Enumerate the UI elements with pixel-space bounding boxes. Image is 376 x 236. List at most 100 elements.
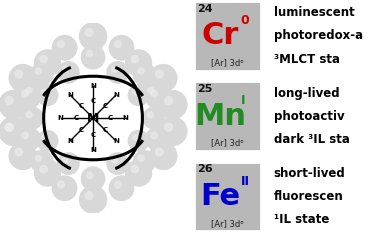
- Circle shape: [143, 107, 165, 129]
- Text: C: C: [103, 103, 108, 109]
- Circle shape: [130, 55, 139, 63]
- Circle shape: [125, 49, 152, 77]
- Circle shape: [145, 126, 170, 151]
- Text: Fe: Fe: [200, 182, 241, 211]
- Circle shape: [137, 67, 145, 75]
- Circle shape: [16, 85, 41, 110]
- Circle shape: [132, 134, 139, 141]
- Circle shape: [158, 117, 188, 146]
- Circle shape: [79, 185, 107, 214]
- Circle shape: [39, 55, 48, 63]
- Circle shape: [5, 123, 14, 132]
- Circle shape: [109, 35, 135, 61]
- Circle shape: [36, 130, 59, 152]
- Circle shape: [79, 22, 107, 51]
- Circle shape: [114, 40, 122, 48]
- Circle shape: [130, 165, 139, 174]
- Circle shape: [132, 63, 156, 86]
- Circle shape: [149, 64, 177, 92]
- Circle shape: [26, 86, 33, 94]
- Text: 26: 26: [197, 164, 213, 174]
- Text: N: N: [122, 115, 128, 121]
- Circle shape: [39, 165, 48, 174]
- Circle shape: [109, 175, 135, 201]
- Circle shape: [150, 131, 158, 139]
- FancyBboxPatch shape: [194, 162, 261, 231]
- Circle shape: [57, 181, 65, 189]
- Text: M: M: [87, 111, 99, 125]
- Circle shape: [155, 70, 164, 79]
- Circle shape: [9, 64, 37, 92]
- Text: ³MLCT sta: ³MLCT sta: [274, 53, 340, 66]
- Circle shape: [127, 84, 150, 106]
- Circle shape: [164, 96, 173, 105]
- Circle shape: [86, 50, 94, 58]
- Circle shape: [114, 181, 122, 189]
- Text: N: N: [90, 83, 96, 89]
- Text: C: C: [91, 132, 96, 138]
- Circle shape: [21, 90, 29, 98]
- Circle shape: [132, 150, 156, 173]
- Circle shape: [34, 49, 61, 77]
- Text: C: C: [103, 127, 108, 133]
- Text: C: C: [108, 115, 113, 121]
- Text: luminescent: luminescent: [274, 6, 355, 19]
- Text: [Ar] 3d⁶: [Ar] 3d⁶: [211, 219, 243, 228]
- FancyBboxPatch shape: [194, 81, 261, 151]
- Circle shape: [81, 166, 105, 191]
- Circle shape: [85, 28, 94, 37]
- Circle shape: [86, 171, 94, 179]
- Circle shape: [158, 90, 188, 119]
- Circle shape: [52, 175, 77, 201]
- Text: short-lived: short-lived: [274, 167, 346, 180]
- Text: 0: 0: [241, 14, 249, 27]
- Circle shape: [0, 117, 28, 146]
- Circle shape: [26, 111, 33, 118]
- Text: ¹IL state: ¹IL state: [274, 213, 329, 226]
- Circle shape: [106, 152, 129, 175]
- Circle shape: [150, 90, 158, 98]
- Circle shape: [164, 122, 173, 132]
- Circle shape: [111, 66, 118, 73]
- Text: 25: 25: [197, 84, 213, 94]
- Circle shape: [147, 86, 154, 94]
- Text: N: N: [58, 115, 64, 121]
- Circle shape: [0, 117, 27, 146]
- Circle shape: [111, 157, 118, 164]
- Circle shape: [57, 61, 80, 84]
- Circle shape: [0, 90, 28, 119]
- Circle shape: [36, 84, 59, 106]
- Circle shape: [125, 159, 152, 187]
- Circle shape: [21, 107, 44, 129]
- Circle shape: [145, 85, 170, 110]
- Text: [Ar] 3d⁶: [Ar] 3d⁶: [211, 58, 243, 67]
- Circle shape: [41, 134, 48, 141]
- Circle shape: [57, 40, 65, 48]
- Circle shape: [5, 122, 14, 132]
- Text: long-lived: long-lived: [274, 87, 339, 100]
- Text: dark ³IL sta: dark ³IL sta: [274, 133, 350, 146]
- Text: Mn: Mn: [194, 102, 246, 131]
- Circle shape: [127, 130, 150, 152]
- FancyBboxPatch shape: [194, 1, 261, 71]
- Text: C: C: [91, 98, 96, 104]
- Text: N: N: [67, 138, 73, 144]
- Text: C: C: [78, 127, 83, 133]
- Circle shape: [30, 63, 53, 86]
- Text: I: I: [241, 94, 245, 107]
- Text: photoredox-a: photoredox-a: [274, 30, 363, 42]
- Circle shape: [132, 88, 139, 96]
- Text: [Ar] 3d⁶: [Ar] 3d⁶: [211, 139, 243, 148]
- Circle shape: [81, 45, 105, 70]
- Text: II: II: [241, 175, 250, 188]
- Circle shape: [155, 148, 164, 156]
- Circle shape: [57, 152, 80, 175]
- Text: Cr: Cr: [202, 21, 239, 51]
- Text: C: C: [73, 115, 79, 121]
- Circle shape: [21, 82, 44, 105]
- Circle shape: [147, 111, 154, 118]
- Circle shape: [85, 191, 94, 200]
- Circle shape: [14, 148, 23, 156]
- Circle shape: [137, 155, 145, 162]
- Circle shape: [30, 150, 53, 173]
